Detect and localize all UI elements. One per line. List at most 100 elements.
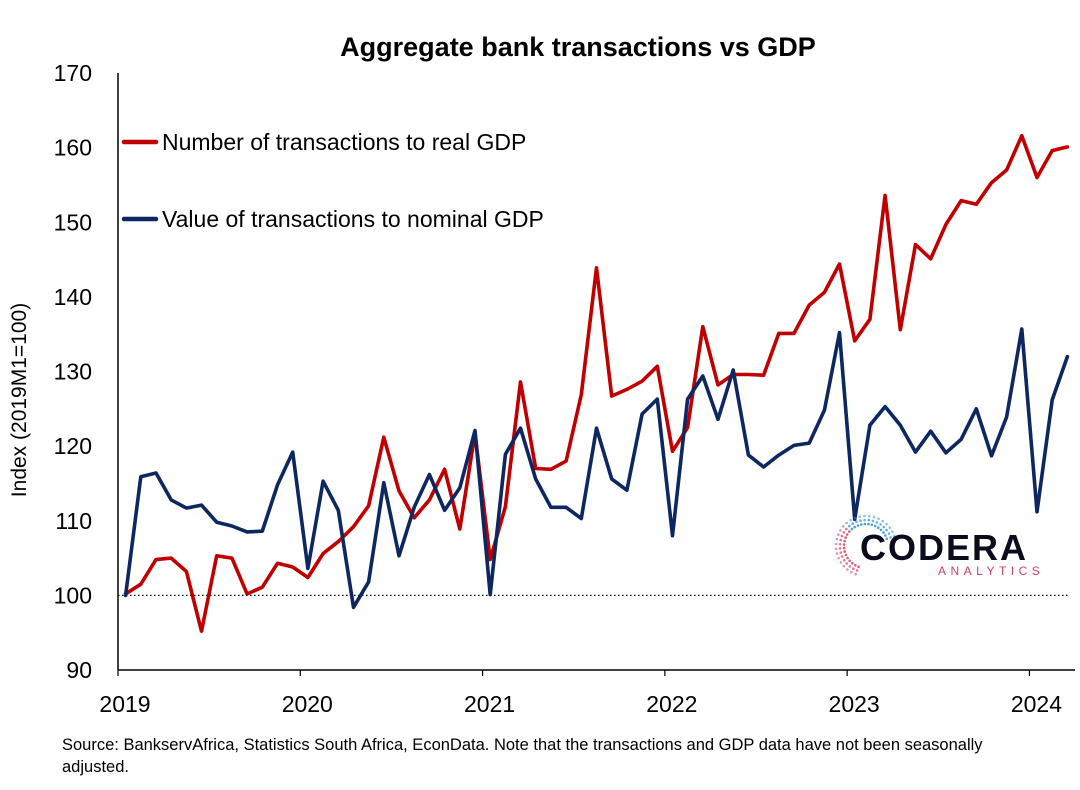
series-lines — [123, 133, 1070, 634]
logo-ring-dot — [848, 559, 851, 563]
logo-ring-dot — [842, 564, 846, 568]
logo-ring-dot — [836, 533, 840, 536]
logo-ring-dot — [859, 519, 862, 522]
logo-ring-dot — [845, 562, 849, 565]
chart-title: Aggregate bank transactions vs GDP — [340, 32, 816, 62]
logo-ring-dot — [851, 522, 854, 525]
logo-ring-dot — [867, 518, 871, 522]
logo-ring-dot — [877, 517, 880, 520]
logo-ring-dot — [843, 550, 846, 553]
y-tick-label: 110 — [55, 508, 92, 534]
logo-ring-dot — [875, 521, 879, 524]
logo-ring-dot — [891, 530, 894, 533]
logo-ring-dot — [848, 565, 852, 568]
logo-ring-dot — [870, 523, 874, 527]
logo-ring-dot — [867, 522, 870, 526]
logo-ring-dot — [842, 531, 846, 534]
x-tick-label: 2020 — [282, 691, 333, 717]
logo-wordmark: CODERA — [860, 527, 1028, 568]
logo-ring-dot — [853, 516, 857, 520]
y-tick-label: 120 — [54, 433, 92, 459]
logo-ring-dot — [845, 521, 848, 525]
x-tick-label: 2023 — [829, 691, 880, 717]
logo-ring-dot — [863, 522, 867, 526]
logo-tagline: ANALYTICS — [938, 564, 1044, 578]
x-tick-label: 2021 — [464, 691, 515, 717]
logo-ring-dot — [840, 555, 844, 558]
logo-ring-icon — [834, 514, 896, 576]
logo-ring-dot — [885, 522, 888, 526]
series-line-1 — [123, 133, 1070, 634]
logo-ring-dot — [842, 558, 846, 562]
logo-ring-dot — [839, 529, 842, 532]
y-tick-label: 100 — [54, 582, 92, 608]
logo-ring-dot — [881, 519, 884, 523]
logo-ring-dot — [835, 537, 839, 541]
logo-ring-dot — [845, 527, 848, 531]
logo-ring-dot — [844, 553, 848, 557]
axes: 90 100 110 120 130 140 150 160 170 2019 2020 2021 20… — [54, 60, 1075, 717]
logo-ring-dot — [835, 552, 839, 555]
logo-ring-dot — [839, 538, 842, 542]
logo-ring-dot — [850, 570, 853, 574]
x-tick-label: 2024 — [1011, 691, 1062, 717]
logo-ring-dot — [887, 532, 891, 535]
logo-ring-dot — [845, 533, 849, 536]
logo-ring-dot — [871, 519, 875, 523]
logo-ring-dot — [849, 518, 852, 522]
x-tick-label: 2022 — [646, 691, 697, 717]
logo-ring-dot — [879, 523, 882, 526]
logo-ring-dot — [844, 536, 847, 539]
logo-ring-dot — [853, 525, 856, 529]
logo-ring-dot — [834, 542, 838, 546]
logo-ring-dot — [842, 525, 845, 528]
logo-ring-dot — [850, 527, 854, 531]
logo-ring-dot — [851, 561, 854, 565]
logo-ring-dot — [877, 526, 880, 529]
logo-ring-dot — [882, 531, 885, 534]
logo-ring-dot — [858, 515, 861, 518]
logo-ring-dot — [889, 536, 892, 539]
legend: Number of transactions to real GDP Value … — [121, 129, 544, 232]
logo-ring-dot — [840, 534, 844, 538]
legend-label-2: Value of transactions to nominal GDP — [162, 206, 544, 232]
logo-ring-dot — [888, 526, 891, 529]
logo-ring-dot — [839, 561, 843, 564]
logo-ring-dot — [857, 565, 860, 568]
logo-ring-dot — [854, 563, 857, 567]
logo-ring-dot — [873, 524, 877, 528]
logo-ring-dot — [838, 543, 842, 546]
logo-ring-dot — [846, 568, 849, 571]
logo-ring-dot — [856, 524, 860, 527]
logo-ring-dot — [855, 520, 858, 524]
y-tick-label: 160 — [54, 135, 92, 161]
x-tick-label: 2019 — [99, 691, 150, 717]
logo-ring-dot — [838, 547, 842, 550]
logo-ring-dot — [843, 539, 846, 543]
logo-ring-dot — [855, 569, 859, 572]
logo-ring-dot — [885, 528, 888, 532]
y-tick-label: 90 — [66, 657, 92, 683]
logo-ring-dot — [846, 556, 849, 560]
logo-ring-dot — [882, 525, 886, 529]
logo-ring-dot — [842, 546, 846, 550]
logo-ring-dot — [860, 523, 863, 526]
y-tick-label: 130 — [54, 359, 92, 385]
series-line-2 — [123, 327, 1070, 610]
logo-ring-dot — [884, 534, 887, 537]
codera-logo: CODERA ANALYTICS — [834, 514, 1044, 578]
logo-ring-dot — [848, 530, 851, 533]
logo-ring-dot — [885, 537, 889, 541]
logo-ring-dot — [842, 543, 846, 546]
logo-ring-dot — [854, 572, 857, 576]
logo-ring-dot — [852, 567, 855, 570]
source-note: Source: BankservAfrica, Statistics South… — [62, 736, 983, 776]
y-tick-label: 150 — [54, 209, 92, 235]
logo-ring-dot — [848, 524, 851, 528]
logo-ring-dot — [867, 514, 871, 518]
logo-ring-dot — [863, 514, 866, 518]
logo-ring-dot — [893, 534, 896, 538]
logo-ring-dot — [879, 528, 883, 532]
